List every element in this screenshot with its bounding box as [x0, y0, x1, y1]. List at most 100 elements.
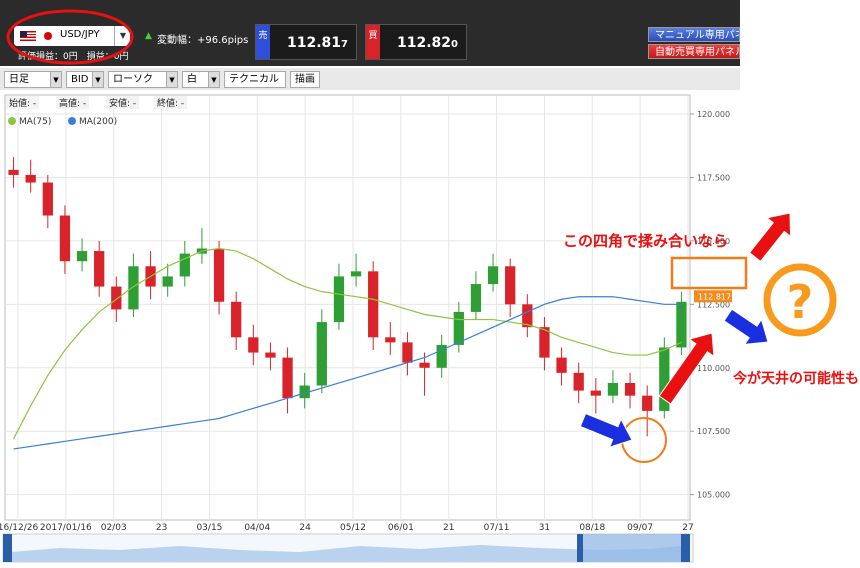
toolbar-button[interactable]: テクニカル	[224, 71, 286, 88]
candle-body	[76, 251, 88, 262]
plot-area	[4, 94, 691, 521]
pair-label: USD/JPY	[60, 29, 100, 40]
question-circle	[763, 263, 837, 337]
candle-body	[436, 344, 447, 368]
candle-body	[539, 327, 550, 358]
y-tick-label: 105.000	[697, 491, 730, 500]
ohlc-info: 終値: -	[154, 96, 188, 109]
navigator-handle[interactable]	[577, 534, 583, 562]
pnl: 評価損益：0円 損益：0円	[18, 52, 129, 62]
ma-line	[13, 296, 682, 450]
candle-body	[556, 357, 567, 373]
change: 変動幅：+96.6pips	[157, 35, 249, 46]
legend-swatch	[68, 117, 76, 125]
candle-body	[659, 347, 670, 411]
candle-body	[231, 301, 242, 338]
x-tick-label: 06/01	[388, 523, 414, 533]
y-tick-label: 117.500	[697, 173, 730, 182]
navigator-handle[interactable]	[3, 534, 12, 562]
x-tick-label: 31	[539, 523, 550, 533]
x-tick-label: 09/07	[627, 523, 653, 533]
x-tick-label: 24	[299, 523, 311, 533]
jp-flag	[44, 32, 52, 40]
question-mark: ?	[787, 275, 814, 329]
buy-main: 112.82	[397, 35, 452, 51]
ma-line	[13, 247, 682, 440]
toolbar-button[interactable]: 描画	[290, 71, 320, 88]
annotation-arrow	[658, 332, 715, 405]
candle-body	[676, 301, 687, 348]
y-tick-label: 112.500	[697, 300, 730, 309]
candle-body	[162, 276, 173, 287]
buy-last: 0	[451, 39, 458, 50]
candle-body	[453, 311, 464, 345]
candle-body	[470, 284, 482, 312]
candle-body	[487, 266, 499, 285]
candle-body	[8, 169, 19, 175]
candle-body	[505, 266, 516, 305]
top-bar: USD/JPY ▼ ▲ 変動幅：+96.6pips 評価損益：0円 損益：0円 …	[0, 0, 740, 66]
dropdown-arrow[interactable]: ▼	[114, 26, 131, 46]
navigator-selection	[580, 534, 684, 562]
candle-body	[573, 372, 584, 391]
legend-label: MA(75)	[19, 117, 51, 127]
up-icon: ▲	[145, 31, 152, 41]
sell-main: 112.81	[287, 35, 342, 51]
candle-body	[624, 382, 636, 396]
buy-panel[interactable]: 買 112.820	[365, 24, 467, 60]
annotation-arrow	[579, 412, 633, 448]
legend-label: MA(200)	[79, 117, 117, 127]
manual-button[interactable]: マニュアル専用パネル	[648, 27, 740, 42]
annotation-text: この四角で揉み合いなら	[563, 232, 728, 250]
candle-body	[590, 390, 601, 396]
toolbar: 日足 ▼ BID ▼ ローソク ▼ 白 ▼ テクニカル 描画	[0, 68, 740, 90]
y-tick-label: 107.500	[697, 427, 730, 436]
dropdown-arrow[interactable]: ▼	[50, 71, 62, 88]
x-tick-label: 07/11	[484, 523, 510, 533]
navigator-area	[12, 545, 690, 562]
annotation-arrow	[748, 212, 792, 263]
candle-body	[42, 182, 53, 216]
candle-body	[179, 253, 190, 277]
sell-last: 7	[341, 39, 348, 50]
ohlc-info: 始値: -	[6, 96, 40, 109]
candle-body	[128, 266, 139, 310]
dropdown-arrow[interactable]: ▼	[166, 71, 178, 88]
highlight-box	[670, 256, 748, 290]
candle-body	[265, 352, 276, 358]
candle-body	[248, 337, 259, 353]
auto-button[interactable]: 自動売買専用パネル	[648, 44, 740, 59]
ohlc-info: 高値: -	[56, 96, 90, 109]
x-tick-label: 05/12	[340, 523, 366, 533]
buy-label: 買	[366, 25, 380, 59]
candle-body	[282, 357, 293, 399]
candle-body	[642, 395, 653, 411]
candle-body	[333, 276, 345, 323]
us-flag	[20, 31, 36, 41]
x-tick-label: 23	[156, 523, 167, 533]
x-tick-label: 2017/01/16	[40, 523, 92, 533]
candle-body	[299, 385, 310, 399]
candle-body	[25, 174, 36, 183]
annotation-arrow	[723, 308, 769, 345]
dropdown-arrow[interactable]: ▼	[208, 71, 220, 88]
x-tick-label: 16/12/26	[0, 523, 38, 533]
legend-swatch	[8, 117, 16, 125]
candle-body	[385, 337, 396, 343]
highlight-circle	[6, 9, 134, 65]
pair-select[interactable]: USD/JPY ▼	[14, 26, 130, 46]
candle-body	[522, 304, 533, 328]
x-tick-label: 21	[443, 523, 454, 533]
navigator-handle[interactable]	[681, 534, 690, 562]
x-tick-label: 04/04	[244, 523, 270, 533]
dropdown-arrow[interactable]: ▼	[92, 71, 104, 88]
price-tag-label: 112.817	[698, 292, 731, 301]
candle-body	[419, 362, 430, 368]
annotation-text: 今が天井の可能性も	[732, 370, 859, 387]
x-tick-label: 03/15	[196, 523, 222, 533]
sell-panel[interactable]: 売 112.817	[255, 24, 357, 60]
y-tick-label: 115.000	[697, 237, 730, 246]
candle-body	[59, 215, 71, 262]
y-tick-label: 120.000	[697, 110, 730, 119]
